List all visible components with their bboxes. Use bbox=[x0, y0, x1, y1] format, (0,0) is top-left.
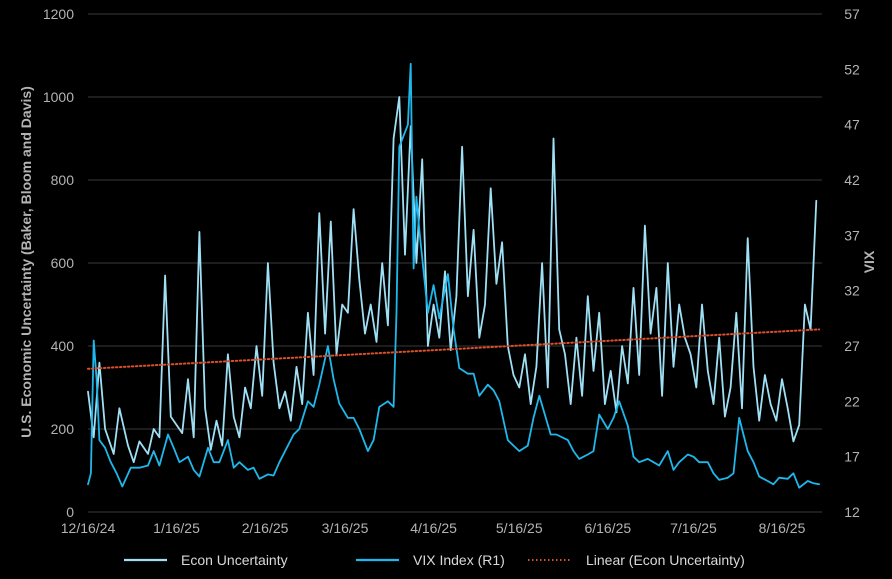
left-tick-label: 600 bbox=[51, 255, 75, 271]
x-tick-label: 8/16/25 bbox=[759, 520, 806, 536]
x-tick-label: 5/16/25 bbox=[496, 520, 543, 536]
right-tick-label: 57 bbox=[844, 6, 860, 22]
left-tick-label: 200 bbox=[51, 421, 75, 437]
legend: Econ Uncertainty VIX Index (R1) Linear (… bbox=[124, 552, 745, 568]
right-tick-label: 17 bbox=[844, 449, 860, 465]
legend-label-linear-trend: Linear (Econ Uncertainty) bbox=[586, 552, 745, 568]
x-tick-label: 2/16/25 bbox=[242, 520, 289, 536]
right-tick-label: 32 bbox=[844, 283, 860, 299]
right-axis-title: VIX bbox=[861, 250, 877, 273]
x-tick-label: 7/16/25 bbox=[670, 520, 717, 536]
left-tick-label: 800 bbox=[51, 172, 75, 188]
left-tick-label: 400 bbox=[51, 338, 75, 354]
left-tick-label: 1000 bbox=[43, 89, 74, 105]
x-tick-label: 12/16/24 bbox=[61, 520, 116, 536]
x-tick-label: 3/16/25 bbox=[322, 520, 369, 536]
legend-item-linear-trend: Linear (Econ Uncertainty) bbox=[528, 552, 745, 568]
right-axis-ticks: 12 17 22 27 32 37 42 47 52 57 bbox=[844, 6, 860, 520]
legend-item-vix-index: VIX Index (R1) bbox=[356, 552, 505, 568]
left-axis-ticks: 0 200 400 600 800 1000 1200 bbox=[43, 6, 74, 520]
right-tick-label: 52 bbox=[844, 61, 860, 77]
right-tick-label: 22 bbox=[844, 393, 860, 409]
x-tick-label: 1/16/25 bbox=[153, 520, 200, 536]
x-tick-label: 4/16/25 bbox=[410, 520, 457, 536]
right-tick-label: 47 bbox=[844, 117, 860, 133]
series-econ-uncertainty bbox=[87, 96, 818, 464]
x-axis-ticks: 12/16/24 1/16/25 2/16/25 3/16/25 4/16/25 5/16… bbox=[61, 520, 806, 536]
series bbox=[87, 62, 821, 489]
x-tick-label: 6/16/25 bbox=[584, 520, 631, 536]
legend-label-econ-uncertainty: Econ Uncertainty bbox=[181, 552, 288, 568]
right-tick-label: 37 bbox=[844, 227, 860, 243]
left-tick-label: 0 bbox=[66, 504, 74, 520]
legend-label-vix-index: VIX Index (R1) bbox=[413, 552, 505, 568]
right-tick-label: 12 bbox=[844, 504, 860, 520]
right-tick-label: 27 bbox=[844, 338, 860, 354]
left-tick-label: 1200 bbox=[43, 6, 74, 22]
right-tick-label: 42 bbox=[844, 172, 860, 188]
left-axis-title: U.S. Economic Uncertainty (Baker, Bloom … bbox=[18, 86, 34, 438]
series-vix-index bbox=[87, 62, 820, 489]
gridlines bbox=[88, 13, 822, 513]
series-linear-trend bbox=[87, 328, 821, 370]
legend-item-econ-uncertainty: Econ Uncertainty bbox=[124, 552, 288, 568]
